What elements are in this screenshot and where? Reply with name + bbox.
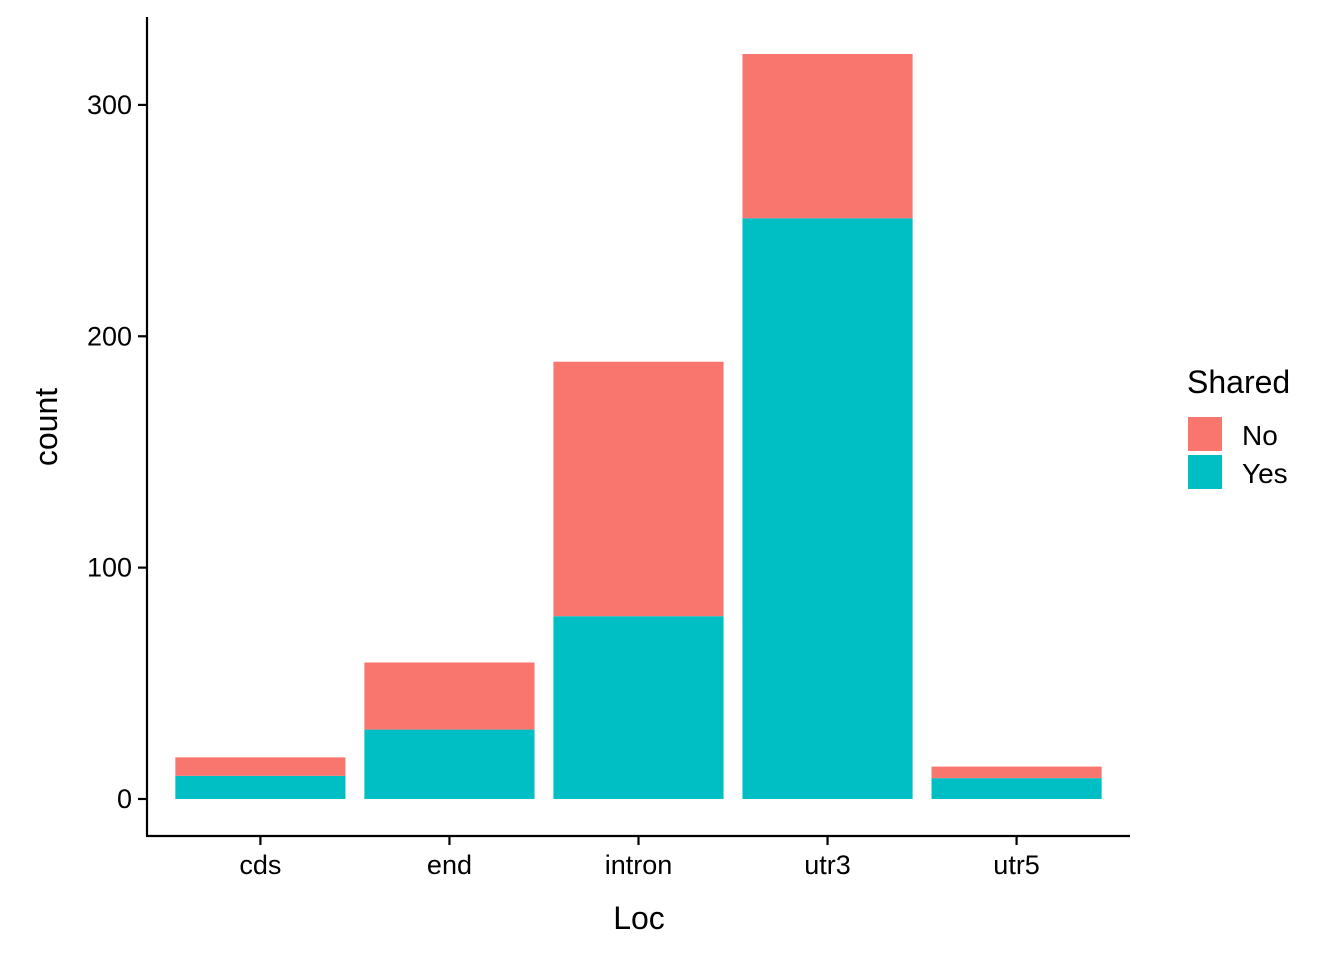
bar-end-no [364,662,535,730]
bar-cds-no [175,757,346,776]
y-axis: 0 100 200 300 [87,17,149,836]
bar-end-yes [364,729,535,799]
y-tick-label: 200 [87,321,132,351]
x-axis-title: Loc [613,900,665,936]
legend: Shared No Yes [1187,364,1290,489]
bar-cds-yes [175,775,346,799]
x-tick-label-utr3: utr3 [804,850,851,880]
x-tick-label-end: end [427,850,472,880]
x-tick-label-utr5: utr5 [993,850,1040,880]
legend-title: Shared [1187,364,1290,400]
bar-intron-no [553,361,724,617]
legend-key-yes [1188,455,1222,489]
bar-utr3-yes [742,218,913,799]
x-tick-label-intron: intron [605,850,673,880]
y-tick-label: 0 [117,784,132,814]
legend-label-yes: Yes [1242,458,1288,489]
x-axis: cds end intron utr3 utr5 [146,834,1130,880]
y-axis-title: count [28,388,64,466]
bar-intron-yes [553,616,724,799]
y-tick-label: 100 [87,553,132,583]
bars-layer [175,54,1102,799]
bar-utr5-no [931,766,1102,779]
bar-utr5-yes [931,778,1102,799]
legend-label-no: No [1242,420,1278,451]
bar-utr3-no [742,54,913,219]
y-tick-label: 300 [87,90,132,120]
x-tick-label-cds: cds [239,850,281,880]
legend-key-no [1188,417,1222,451]
